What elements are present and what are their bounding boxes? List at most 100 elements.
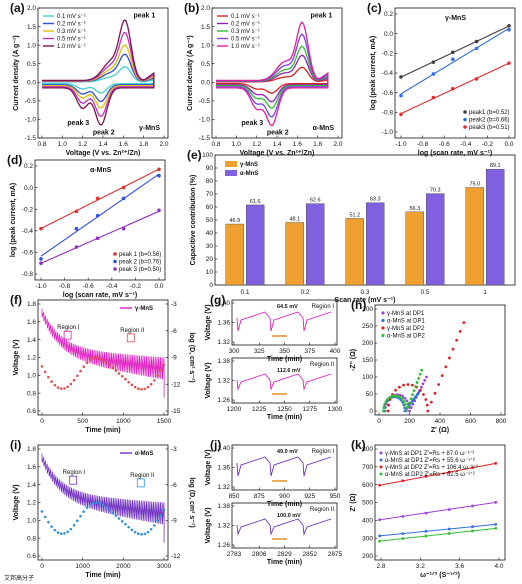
y-tick-label: 1.4 — [27, 482, 36, 489]
y-tick-label: 1.5 — [201, 24, 210, 31]
x-tick-label: 350 — [279, 348, 290, 355]
diffusion-point — [104, 506, 108, 509]
x-tick-label: 400 — [435, 418, 446, 425]
data-point — [74, 226, 79, 231]
y-tick-label: 200 — [362, 340, 373, 347]
y-tick-label: 1.6 — [27, 464, 36, 471]
y-axis-label: Z' (Ω) — [350, 493, 357, 511]
legend-label: peak 1 (b=0.56) — [119, 252, 161, 258]
impedance-point — [408, 403, 411, 407]
diffusion-point — [53, 528, 57, 532]
x-tick-label: 325 — [254, 348, 265, 355]
y-tick-label: 1.0 — [201, 42, 210, 49]
data-point — [39, 257, 43, 261]
x-tick-label: 2806 — [252, 551, 267, 558]
x-tick-label: 800 — [496, 418, 507, 425]
impedance-point — [430, 400, 433, 404]
x-tick-label: 0.0 — [504, 141, 513, 148]
y-axis-label: Capacitive contribution (%) — [190, 175, 197, 266]
y-tick-label: 1.0 — [27, 42, 36, 49]
x-axis-label: Z' (Ω) — [431, 427, 449, 434]
region-box — [126, 333, 135, 343]
diffusion-point — [117, 517, 121, 520]
data-point — [95, 213, 100, 218]
legend-marker — [379, 472, 383, 476]
diffusion-point — [88, 358, 92, 362]
impedance-point — [405, 399, 409, 403]
diffusion-point — [59, 387, 63, 390]
x-axis-label: Voltage (V vs. Zn²⁺/Zn) — [66, 150, 141, 157]
y-tick-label: 60 — [206, 204, 214, 211]
y-axis-label: log (peak current, mA) — [10, 183, 17, 257]
impedance-point — [386, 397, 390, 401]
x-tick-label: -0.2 — [130, 283, 142, 290]
data-point — [474, 39, 479, 44]
panel-k: 2.8 3.2 3.6 4.0 200 300 400 500 600 700 800 ω⁻¹ᐟ² (… — [350, 438, 506, 579]
diffusion-point — [47, 520, 50, 524]
voltage-drop-label: 49.0 mV — [277, 449, 298, 455]
panel-h: 0 200 400 600 800 0 50 100 150 200 250 300 Z' (Ω) -Z'… — [350, 298, 507, 434]
peak-label: peak 2 — [93, 129, 115, 136]
zoom-subplot: 1200 1225 1250 1275 1300 1.26 1.32 1.38 Time (mi… — [205, 357, 343, 421]
x-tick-label: 1.6 — [293, 141, 302, 148]
data-point — [447, 470, 451, 474]
y-tick-label: 0.6 — [27, 408, 36, 415]
cv-curve — [216, 21, 329, 127]
region-label: Region II — [120, 328, 144, 334]
voltage-pulse — [236, 456, 332, 477]
y-axis-label: Voltage (V) — [13, 339, 20, 375]
panel-letter: (k) — [351, 438, 366, 452]
impedance-point — [403, 402, 407, 406]
diffusion-point — [69, 527, 73, 531]
diffusion-point — [137, 387, 140, 391]
x-tick-label: 600 — [465, 418, 476, 425]
fit-line — [400, 25, 510, 78]
impedance-point — [388, 398, 392, 401]
y-tick-label: 1.5 — [27, 24, 36, 31]
legend-label: γ-MnS — [240, 162, 258, 168]
data-point — [447, 527, 451, 531]
data-point — [431, 60, 436, 64]
data-point — [74, 245, 79, 249]
peak-label: peak 3 — [67, 120, 89, 127]
y-tick-label: -0.8 — [382, 110, 394, 117]
data-point — [157, 208, 161, 213]
panel-a: 0.8 1.0 1.2 1.4 1.6 1.8 2.0 -1.5 -1.0 -0.5 0.0 0.5 1… — [10, 1, 169, 157]
x-tick-label: -0.8 — [59, 283, 71, 290]
diffusion-point — [79, 514, 82, 518]
x-axis-label: Time (min) — [267, 414, 302, 421]
legend-swatch — [225, 170, 237, 176]
region-label: Region I — [312, 304, 335, 310]
impedance-point — [408, 409, 411, 413]
legend-marker — [379, 458, 383, 462]
x-tick-label: 2.0 — [333, 141, 342, 148]
x-tick-label: -0.4 — [460, 141, 472, 148]
data-point — [121, 196, 126, 201]
y-axis-label: log (peak current, mA) — [370, 36, 377, 110]
data-point — [471, 525, 474, 529]
diffusion-point — [140, 388, 143, 391]
zoom-subplot: 2783 2806 2829 2852 2875 1.26 1.32 1.38 Time (mi… — [205, 502, 343, 566]
y2-axis-label: log (D, cm² s⁻¹) — [188, 477, 195, 527]
y-tick-label: 1.26 — [217, 542, 230, 549]
y-tick-label: 1.40 — [217, 445, 230, 452]
y2-tick-label: -12 — [171, 381, 181, 388]
y-tick-label: 0.5 — [201, 61, 210, 68]
x-tick-label: 950 — [330, 493, 341, 500]
x-tick-label: 0.5 — [420, 289, 429, 296]
x-tick-label: 0 — [40, 418, 44, 425]
diffusion-point — [72, 523, 76, 527]
diffusion-point — [104, 361, 108, 364]
diffusion-point — [101, 358, 105, 362]
diffusion-point — [124, 522, 127, 526]
diffusion-point — [69, 382, 73, 386]
diffusion-point — [50, 525, 53, 528]
x-tick-label: 0.3 — [360, 289, 369, 296]
data-point — [95, 236, 100, 241]
impedance-point — [418, 388, 422, 392]
y-tick-label: 20 — [206, 256, 214, 263]
panel-d: -1.0 -0.8 -0.6 -0.4 -0.2 0.0-0.8-0.6-0.4-0.20… — [7, 153, 166, 299]
diffusion-point — [66, 385, 69, 389]
data-point — [378, 534, 382, 538]
panel-g: (g) — [210, 293, 225, 307]
